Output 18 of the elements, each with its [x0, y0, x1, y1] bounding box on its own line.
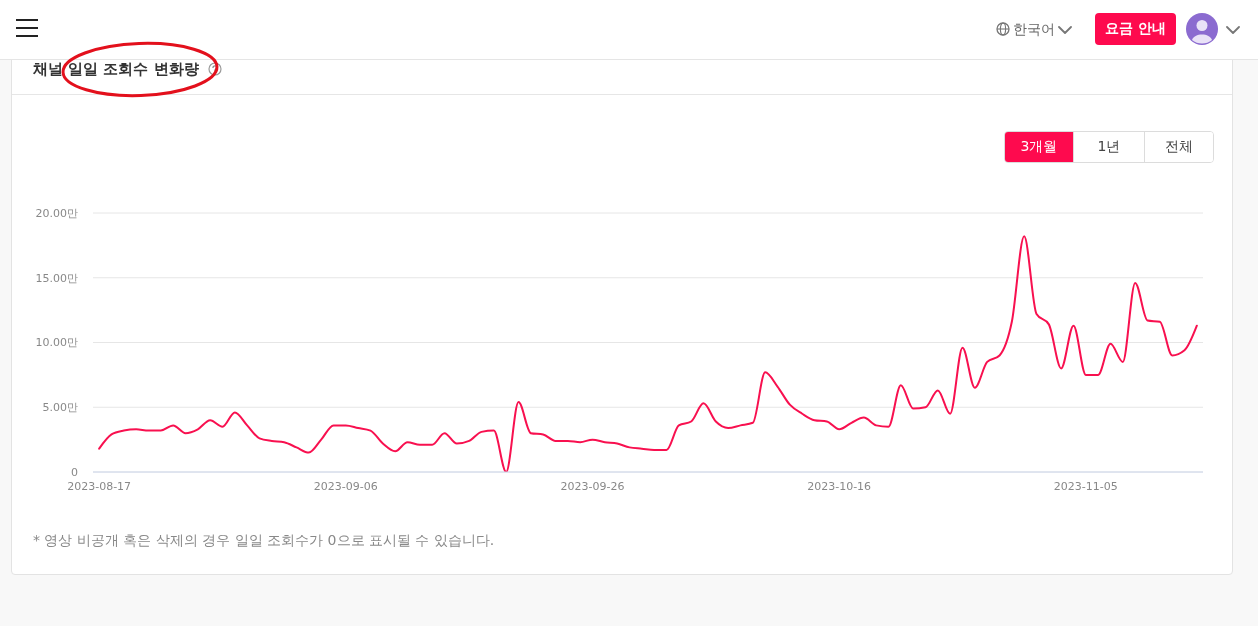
text: 한국어: [1013, 20, 1055, 39]
line-series: [98, 235, 1198, 472]
x-tick-label: 2023-08-17: [67, 479, 132, 493]
text: 1년: [1073, 132, 1144, 162]
y-tick-label: 5.00만: [42, 401, 78, 415]
text: 전체: [1144, 132, 1213, 162]
x-tick-label: 2023-09-26: [560, 479, 625, 493]
y-tick-label: 15.00만: [35, 271, 78, 285]
text: 3개월: [1005, 132, 1073, 162]
y-tick-label: 20.00만: [35, 206, 78, 220]
x-tick-label: 2023-11-05: [1053, 479, 1118, 493]
chart-title: 채널 일일 조회수 변화량: [33, 59, 199, 78]
y-tick-label: 0: [71, 465, 78, 479]
y-tick-label: 10.00만: [35, 336, 78, 350]
text: 요금 안내: [1095, 13, 1176, 45]
x-tick-label: 2023-09-06: [313, 479, 378, 493]
x-tick-label: 2023-10-16: [807, 479, 872, 493]
text: * 영상 비공개 혹은 삭제의 경우 일일 조회수가 0으로 표시될 수 있습니다.: [33, 531, 495, 550]
